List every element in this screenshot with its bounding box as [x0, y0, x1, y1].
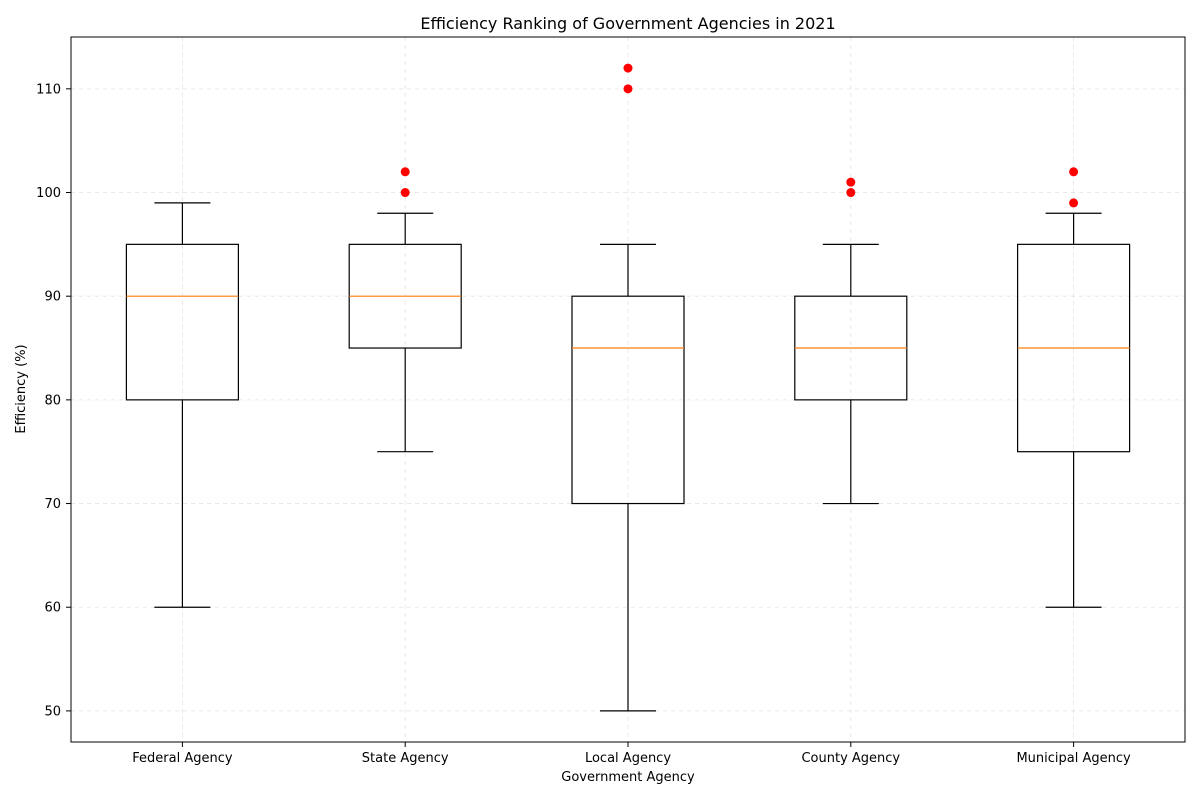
iqr-box: [125, 243, 240, 401]
box-group: [1016, 167, 1131, 608]
outlier-point: [400, 188, 410, 198]
box-group: [125, 202, 240, 608]
x-tick-label: Federal Agency: [132, 751, 233, 766]
y-tick-label: 90: [44, 290, 61, 305]
outlier-point: [623, 84, 633, 94]
outlier-point: [846, 177, 856, 187]
x-tick-label: County Agency: [801, 751, 900, 766]
tick-layer: 50 60 70 80 90 100 110 Federal Agency State Agen…: [36, 82, 1131, 766]
x-tick-label: Municipal Agency: [1016, 751, 1131, 766]
x-tick-label: State Agency: [362, 751, 449, 766]
y-tick-label: 50: [44, 704, 61, 719]
chart-title: Efficiency Ranking of Government Agencie…: [420, 14, 835, 33]
box-group: [794, 177, 908, 505]
x-tick-label: Local Agency: [585, 751, 671, 766]
outlier-point: [400, 167, 410, 177]
y-tick-label: 100: [36, 186, 61, 201]
outlier-point: [623, 63, 633, 73]
outlier-point: [846, 188, 856, 198]
y-tick-label: 80: [44, 393, 61, 408]
x-axis-label: Government Agency: [561, 770, 695, 785]
y-tick-label: 60: [44, 601, 61, 616]
y-tick-label: 70: [44, 497, 61, 512]
outlier-point: [1069, 167, 1079, 177]
box-layer: [125, 63, 1131, 712]
y-tick-label: 110: [36, 82, 61, 97]
outlier-point: [1069, 198, 1079, 208]
box-group: [348, 167, 462, 453]
box-group: [571, 63, 685, 712]
y-axis-label: Efficiency (%): [14, 344, 29, 433]
iqr-box: [571, 295, 685, 505]
